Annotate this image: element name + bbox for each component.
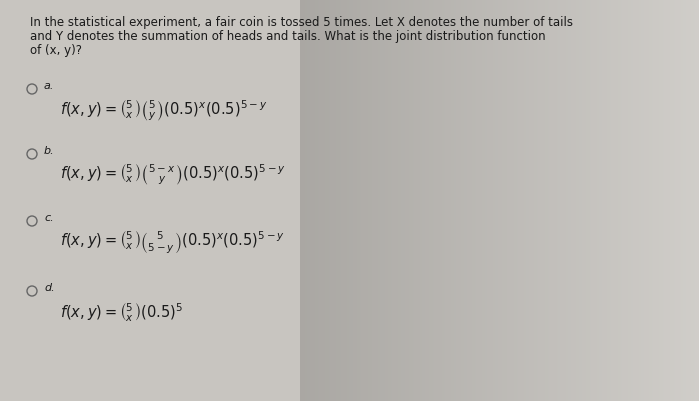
Text: c.: c. — [44, 213, 54, 223]
Text: and Y denotes the summation of heads and tails. What is the joint distribution f: and Y denotes the summation of heads and… — [30, 30, 546, 43]
Text: $f(x,y) = \binom{5}{x}\binom{5}{y}(0.5)^x(0.5)^{5-y}$: $f(x,y) = \binom{5}{x}\binom{5}{y}(0.5)^… — [60, 99, 268, 124]
Text: d.: d. — [44, 283, 55, 293]
Text: a.: a. — [44, 81, 55, 91]
Text: In the statistical experiment, a fair coin is tossed 5 times. Let X denotes the : In the statistical experiment, a fair co… — [30, 16, 573, 29]
Text: b.: b. — [44, 146, 55, 156]
Text: $f(x,y) = \binom{5}{x}\binom{5-x}{y}(0.5)^x(0.5)^{5-y}$: $f(x,y) = \binom{5}{x}\binom{5-x}{y}(0.5… — [60, 162, 286, 187]
Text: of (x, y)?: of (x, y)? — [30, 44, 82, 57]
Text: $f(x,y) = \binom{5}{x}(0.5)^5$: $f(x,y) = \binom{5}{x}(0.5)^5$ — [60, 302, 183, 324]
Text: $f(x,y) = \binom{5}{x}\binom{5}{5-y}(0.5)^x(0.5)^{5-y}$: $f(x,y) = \binom{5}{x}\binom{5}{5-y}(0.5… — [60, 230, 285, 256]
